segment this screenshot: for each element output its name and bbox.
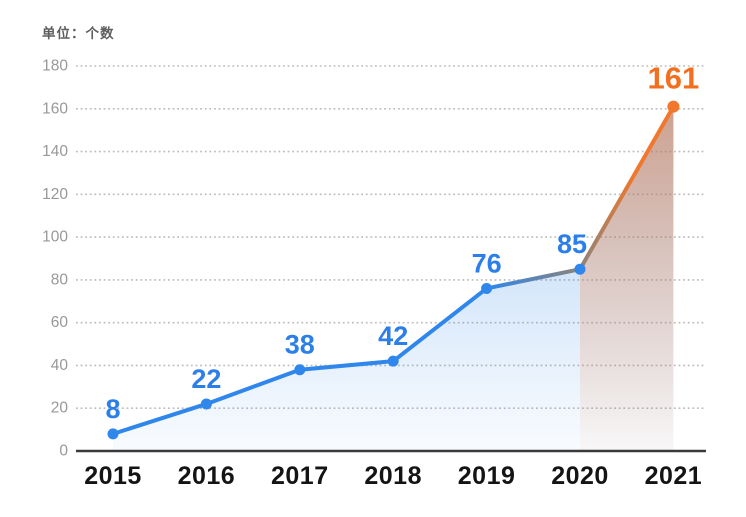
x-axis-label: 2015 xyxy=(84,462,142,490)
data-label: 161 xyxy=(648,61,700,96)
area-fill-blue xyxy=(113,106,674,451)
y-tick-label: 40 xyxy=(51,357,69,374)
data-label: 38 xyxy=(285,330,315,360)
data-point xyxy=(574,263,586,275)
y-tick-label: 100 xyxy=(42,229,68,246)
y-tick-label: 180 xyxy=(42,58,68,75)
data-point xyxy=(481,282,493,294)
data-label: 85 xyxy=(557,229,587,259)
data-point xyxy=(667,100,680,113)
data-point xyxy=(200,398,212,410)
x-axis-label: 2019 xyxy=(458,462,516,490)
x-axis-label: 2017 xyxy=(271,462,329,490)
y-tick-label: 0 xyxy=(59,443,68,460)
data-point xyxy=(294,364,306,376)
data-label: 22 xyxy=(191,364,221,394)
data-label: 8 xyxy=(105,394,120,424)
x-axis-label: 2016 xyxy=(178,462,236,490)
x-axis-label: 2018 xyxy=(364,462,422,490)
y-tick-label: 80 xyxy=(51,271,69,288)
y-tick-label: 140 xyxy=(42,143,68,160)
y-tick-label: 20 xyxy=(51,400,69,417)
data-point xyxy=(107,428,119,440)
area-fill-orange xyxy=(580,106,674,451)
y-tick-label: 160 xyxy=(42,100,68,117)
y-tick-label: 120 xyxy=(42,186,68,203)
x-axis-label: 2020 xyxy=(551,462,609,490)
data-label: 42 xyxy=(378,321,408,351)
x-axis-label: 2021 xyxy=(645,462,703,490)
y-tick-label: 60 xyxy=(51,314,69,331)
data-point xyxy=(387,355,399,367)
data-label: 76 xyxy=(472,248,502,278)
unit-label: 单位：个数 xyxy=(42,26,115,41)
